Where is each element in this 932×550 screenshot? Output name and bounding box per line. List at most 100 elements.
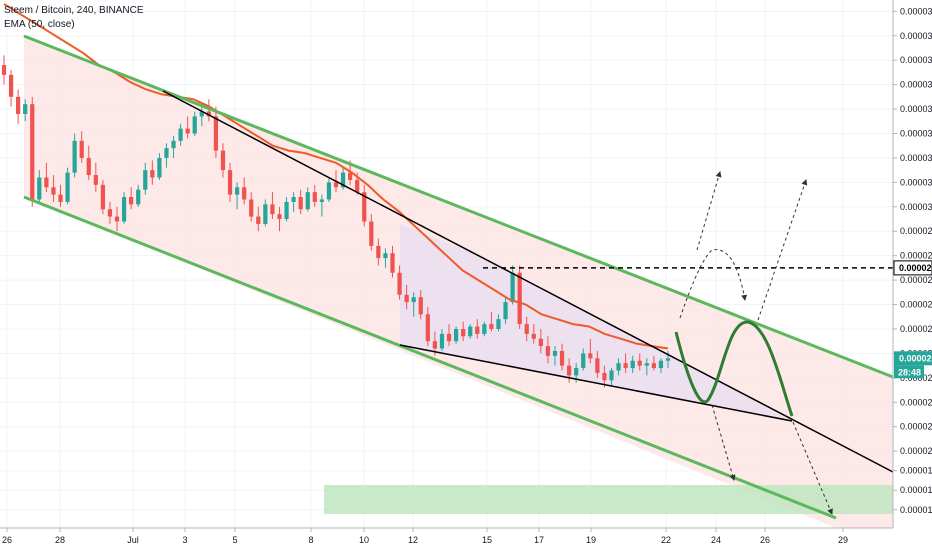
candle-body xyxy=(510,272,515,303)
price-tick-label: 0.0000290 xyxy=(900,226,932,236)
candle-body xyxy=(468,326,473,337)
time-tick-label: 26 xyxy=(2,535,12,545)
drawings-layer xyxy=(23,34,894,520)
candle-body xyxy=(644,363,649,366)
price-tick-label: 0.0000280 xyxy=(900,251,932,261)
time-tick-label: 15 xyxy=(482,535,492,545)
price-tick-label: 0.0000350 xyxy=(900,80,932,90)
candle-body xyxy=(114,216,120,222)
candle-body xyxy=(418,297,423,315)
price-tick-label: 0.0000300 xyxy=(900,202,932,212)
candle-body xyxy=(531,333,536,339)
candle-body xyxy=(171,140,176,149)
candle-body xyxy=(475,326,480,334)
projection-arrow-down-1 xyxy=(711,404,736,481)
candle-body xyxy=(538,338,543,347)
price-tick-label: 0.0000340 xyxy=(900,104,932,114)
channel-lower-line xyxy=(23,195,837,520)
candle-body xyxy=(185,128,190,134)
candle-body xyxy=(256,216,261,224)
candle-body xyxy=(8,74,14,97)
candle-body xyxy=(121,197,127,222)
candle-body xyxy=(249,199,254,217)
price-tick-label: 0.0000360 xyxy=(900,55,932,65)
candle-body xyxy=(496,319,501,329)
candle-body xyxy=(270,204,275,215)
projection-dashed-up-left xyxy=(679,249,748,319)
level-badge xyxy=(893,260,932,276)
time-tick-label: 29 xyxy=(838,535,848,545)
candle-body xyxy=(581,353,586,369)
last-price-badge xyxy=(894,351,932,366)
candle-body xyxy=(30,104,35,200)
candle-body xyxy=(348,172,353,180)
last-price-label: 0.0000238 xyxy=(899,353,932,363)
countdown-label: 28:48 xyxy=(898,367,921,377)
time-tick-label: 17 xyxy=(534,535,544,545)
candle-body xyxy=(291,197,296,202)
price-tick-label: 0.0000310 xyxy=(900,177,932,187)
projection-arrow-up-2 xyxy=(757,179,808,321)
time-axis-bg xyxy=(0,528,932,550)
candle-body xyxy=(524,324,529,334)
candle-body xyxy=(602,372,607,381)
candle-body xyxy=(439,333,445,349)
candle-body xyxy=(312,192,317,202)
time-tick-label: 5 xyxy=(232,535,237,545)
candle-body xyxy=(595,358,600,373)
candle-body xyxy=(1,65,7,75)
candle-body xyxy=(333,182,339,188)
projection-arrow-down-2 xyxy=(792,421,833,515)
price-tick-label: 0.0000184 xyxy=(900,485,932,495)
candle-body xyxy=(609,370,614,381)
time-tick-label: Jul xyxy=(127,535,139,545)
candle-body xyxy=(263,204,268,224)
candle-body xyxy=(192,116,197,134)
countdown-badge xyxy=(894,365,924,379)
candle-body xyxy=(404,294,409,303)
candle-body xyxy=(37,177,42,200)
candle-body xyxy=(150,170,155,178)
time-tick-label: 10 xyxy=(359,535,369,545)
candle-body xyxy=(220,150,226,171)
price-tick-label: 0.0000210 xyxy=(900,422,932,432)
candle-body xyxy=(319,199,324,202)
candle-body xyxy=(107,209,113,217)
candle-body xyxy=(425,314,430,342)
candles-layer xyxy=(1,55,671,388)
wedge-support-line xyxy=(399,344,793,422)
time-tick-label: 28 xyxy=(55,535,65,545)
candle-body xyxy=(559,350,565,366)
chart-zones xyxy=(24,36,893,528)
candle-body xyxy=(213,116,219,151)
candle-body xyxy=(305,192,310,210)
candle-body xyxy=(369,221,374,246)
candle-body xyxy=(340,172,346,188)
candle-body xyxy=(552,350,558,356)
candle-body xyxy=(588,353,593,359)
projection-path xyxy=(674,320,794,417)
price-tick-label: 0.0000260 xyxy=(900,300,932,310)
candle-body xyxy=(517,272,522,325)
candle-body xyxy=(616,363,621,371)
price-tick-label: 0.0000380 xyxy=(900,6,932,16)
candle-body xyxy=(489,324,494,329)
price-tick-label: 0.0000200 xyxy=(900,446,932,456)
candle-body xyxy=(665,358,671,361)
time-tick-label: 24 xyxy=(711,535,721,545)
time-tick-label: 12 xyxy=(408,535,418,545)
candle-body xyxy=(383,253,388,259)
candle-body xyxy=(574,368,579,376)
candle-body xyxy=(44,177,49,188)
candle-body xyxy=(461,328,466,337)
candle-body xyxy=(623,363,628,369)
candle-body xyxy=(178,128,183,141)
candle-body xyxy=(16,96,21,114)
candle-body xyxy=(100,184,106,210)
price-tick-label: 0.0000220 xyxy=(900,397,932,407)
price-tick-label: 0.0000176 xyxy=(900,505,932,515)
candle-body xyxy=(355,179,360,193)
channel-upper-line xyxy=(23,34,894,379)
